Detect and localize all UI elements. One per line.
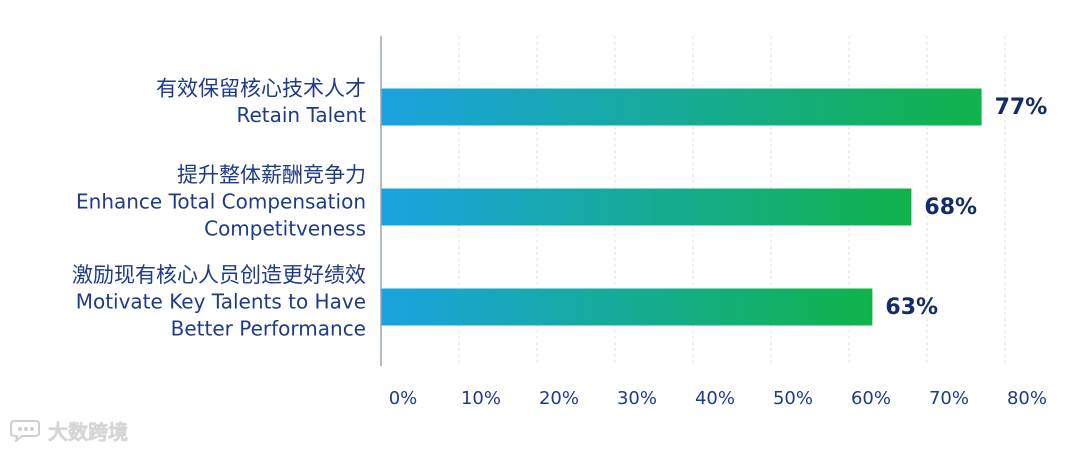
category-label: 激励现有核心人员创造更好绩效 [72, 263, 366, 287]
x-tick-label: 20% [539, 388, 579, 409]
bar [381, 88, 982, 126]
x-tick-label: 60% [851, 388, 891, 409]
watermark: 大数跨境 [8, 416, 128, 445]
x-tick-label: 70% [929, 388, 969, 409]
category-label: 提升整体薪酬竞争力 [177, 163, 366, 187]
value-labels: 77% 68% 63% [885, 95, 1047, 320]
value-label: 68% [924, 195, 977, 220]
bars [381, 88, 982, 326]
x-tick-label: 40% [695, 388, 735, 409]
x-tick-labels: 0% 10% 20% 30% 40% 50% 60% 70% 80% [389, 388, 1047, 409]
value-label: 63% [885, 295, 938, 320]
chat-bubble-logo-icon [8, 419, 42, 442]
bar [381, 188, 912, 226]
category-label: 有效保留核心技术人才 [156, 77, 366, 101]
category-label: Motivate Key Talents to Have [76, 290, 366, 314]
x-tick-label: 0% [389, 388, 418, 409]
x-tick-label: 10% [461, 388, 501, 409]
value-label: 77% [995, 95, 1048, 120]
bar [381, 288, 873, 326]
x-tick-label: 30% [617, 388, 657, 409]
category-label: Better Performance [171, 317, 366, 341]
category-label: Retain Talent [236, 103, 366, 127]
x-tick-label: 50% [773, 388, 813, 409]
watermark-text: 大数跨境 [48, 420, 128, 444]
category-label: Competitveness [204, 217, 366, 241]
x-tick-label: 80% [1007, 388, 1047, 409]
category-label: Enhance Total Compensation [76, 190, 366, 214]
